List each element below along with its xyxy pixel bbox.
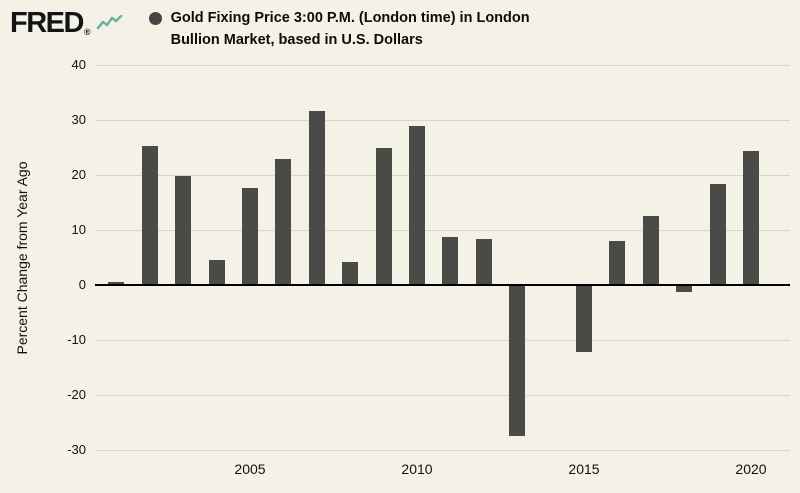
gridline-40: [95, 65, 790, 66]
bar-2006: [275, 158, 292, 285]
x-tick-label-2015: 2015: [568, 461, 600, 477]
bar-2002: [141, 145, 158, 285]
fred-logo-text: FRED: [10, 7, 84, 39]
gridline--30: [95, 450, 790, 451]
bar-2001: [108, 282, 125, 285]
y-tick-label-20: 20: [71, 167, 86, 182]
bar-2009: [375, 148, 392, 285]
registered-trademark-symbol: ®: [83, 27, 91, 37]
gridline-10: [95, 230, 790, 231]
y-axis-labels: 40 30 20 10 0 -10 -20 -30: [0, 57, 86, 457]
series-legend-dot-icon: [148, 12, 162, 25]
bar-2011: [442, 237, 459, 285]
bar-2004: [208, 259, 225, 285]
series-title-line1: Gold Fixing Price 3:00 P.M. (London time…: [170, 10, 530, 26]
bar-2008: [342, 261, 359, 285]
bar-2020: [743, 151, 759, 285]
bar-2018: [676, 285, 693, 293]
bar-2013: [509, 285, 526, 437]
series-title-line2: Bullion Market, based in U.S. Dollars: [170, 32, 423, 48]
y-tick-label-40: 40: [71, 57, 86, 72]
bar-2015: [576, 285, 592, 353]
x-tick-label-2005: 2005: [234, 461, 266, 477]
bar-2007: [308, 110, 325, 285]
y-tick-label--10: -10: [67, 332, 86, 347]
zero-line: [95, 284, 790, 286]
bar-2016: [609, 241, 626, 285]
gridline--10: [95, 340, 790, 341]
x-axis-labels: 2005 2010 2015 2020: [95, 461, 790, 481]
y-tick-label--30: -30: [67, 442, 86, 457]
bar-2012: [475, 239, 492, 285]
bar-2003: [175, 176, 192, 285]
bar-2019: [709, 183, 726, 285]
bar-2017: [642, 215, 659, 285]
y-tick-label-10: 10: [71, 222, 86, 237]
gridline-30: [95, 120, 790, 121]
bar-2005: [242, 187, 258, 285]
gridline--20: [95, 395, 790, 396]
y-tick-label-30: 30: [71, 112, 86, 127]
x-tick-label-2020: 2020: [735, 461, 767, 477]
series-title: Gold Fixing Price 3:00 P.M. (London time…: [171, 7, 530, 51]
gridline-20: [95, 175, 790, 176]
fred-logo: FRED ®: [10, 9, 123, 38]
fred-sparkline-icon: [96, 14, 122, 29]
y-tick-label--20: -20: [67, 387, 86, 402]
bar-2010: [409, 126, 425, 285]
series-legend: Gold Fixing Price 3:00 P.M. (London time…: [148, 7, 530, 51]
y-tick-label-0: 0: [78, 277, 86, 292]
plot-area: [95, 65, 790, 451]
x-tick-label-2010: 2010: [401, 461, 433, 477]
chart-header: FRED ® Gold Fixing Price 3:00 P.M. (Lond…: [10, 7, 530, 51]
